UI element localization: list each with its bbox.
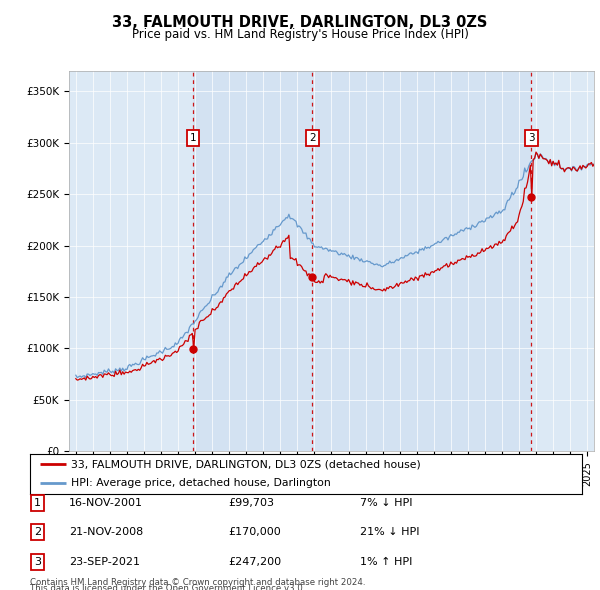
Text: 1: 1: [190, 133, 196, 143]
Text: 33, FALMOUTH DRIVE, DARLINGTON, DL3 0ZS (detached house): 33, FALMOUTH DRIVE, DARLINGTON, DL3 0ZS …: [71, 459, 421, 469]
Text: This data is licensed under the Open Government Licence v3.0.: This data is licensed under the Open Gov…: [30, 584, 305, 590]
Text: £170,000: £170,000: [228, 527, 281, 537]
Text: Price paid vs. HM Land Registry's House Price Index (HPI): Price paid vs. HM Land Registry's House …: [131, 28, 469, 41]
Text: 3: 3: [34, 557, 41, 566]
Text: 7% ↓ HPI: 7% ↓ HPI: [360, 498, 413, 507]
Text: 21% ↓ HPI: 21% ↓ HPI: [360, 527, 419, 537]
Text: 33, FALMOUTH DRIVE, DARLINGTON, DL3 0ZS: 33, FALMOUTH DRIVE, DARLINGTON, DL3 0ZS: [112, 15, 488, 30]
Bar: [193, 71, 531, 451]
Text: Contains HM Land Registry data © Crown copyright and database right 2024.: Contains HM Land Registry data © Crown c…: [30, 578, 365, 587]
Text: 1: 1: [34, 498, 41, 507]
Text: 3: 3: [528, 133, 535, 143]
Text: HPI: Average price, detached house, Darlington: HPI: Average price, detached house, Darl…: [71, 478, 331, 489]
Text: 23-SEP-2021: 23-SEP-2021: [69, 557, 140, 566]
Text: 1% ↑ HPI: 1% ↑ HPI: [360, 557, 412, 566]
Text: £247,200: £247,200: [228, 557, 281, 566]
Text: 16-NOV-2001: 16-NOV-2001: [69, 498, 143, 507]
Text: 2: 2: [309, 133, 316, 143]
Text: 2: 2: [34, 527, 41, 537]
Text: 21-NOV-2008: 21-NOV-2008: [69, 527, 143, 537]
Text: £99,703: £99,703: [228, 498, 274, 507]
